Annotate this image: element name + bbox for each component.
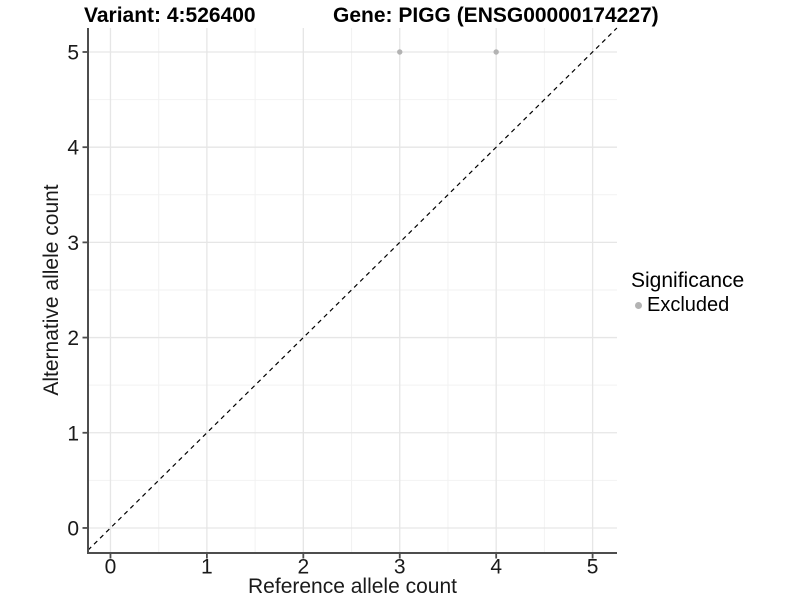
x-tick-label: 5 bbox=[587, 556, 599, 579]
y-tick-label: 2 bbox=[67, 327, 79, 350]
x-tick-label: 2 bbox=[297, 556, 309, 579]
data-point bbox=[397, 49, 403, 55]
y-tick-label: 0 bbox=[67, 517, 79, 540]
legend: Significance Excluded bbox=[631, 269, 744, 317]
x-tick-label: 4 bbox=[490, 556, 502, 579]
x-tick-label: 0 bbox=[105, 556, 117, 579]
legend-item-excluded: Excluded bbox=[631, 294, 744, 317]
plot-title-gene: Gene: PIGG (ENSG00000174227) bbox=[333, 4, 659, 27]
x-axis-title: Reference allele count bbox=[248, 575, 457, 598]
legend-item-label: Excluded bbox=[647, 294, 730, 316]
plot-title-variant: Variant: 4:526400 bbox=[84, 4, 256, 27]
y-tick-label: 4 bbox=[67, 137, 79, 160]
legend-title: Significance bbox=[631, 269, 745, 292]
x-tick-label: 3 bbox=[394, 556, 406, 579]
data-point bbox=[493, 49, 499, 55]
x-tick-label: 1 bbox=[201, 556, 213, 579]
legend-point-icon bbox=[635, 302, 642, 309]
y-axis-title: Alternative allele count bbox=[40, 184, 63, 396]
identity-line bbox=[87, 27, 618, 551]
y-tick-label: 1 bbox=[67, 422, 79, 445]
y-tick-label: 3 bbox=[67, 232, 79, 255]
y-tick-label: 5 bbox=[67, 41, 79, 64]
